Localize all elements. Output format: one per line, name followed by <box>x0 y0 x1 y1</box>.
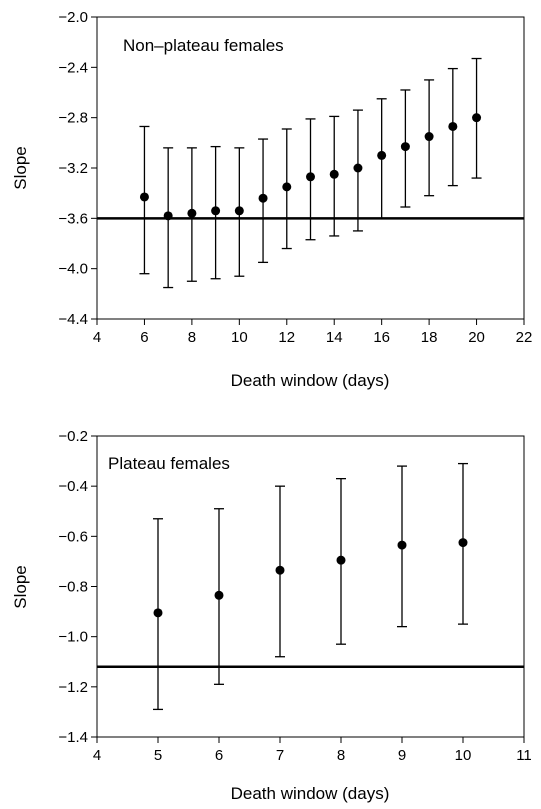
bottom-y-tick-label: −1.0 <box>58 629 88 646</box>
top-data-point <box>377 150 387 160</box>
top-x-tick-label: 12 <box>278 329 295 346</box>
bottom-y-tick-label: −0.8 <box>58 579 88 596</box>
top-data-point <box>306 172 315 182</box>
top-x-tick-label: 10 <box>231 329 248 346</box>
bottom-data-point <box>397 540 407 550</box>
top-y-tick-label: −3.6 <box>58 210 88 227</box>
top-x-tick-label: 8 <box>188 329 196 346</box>
bottom-x-axis-title: Death window (days) <box>231 784 390 803</box>
top-panel: Non–plateau females Slope Death window (… <box>11 9 532 390</box>
top-y-tick-label: −2.0 <box>58 9 88 26</box>
top-data-point <box>448 121 458 131</box>
top-panel-title: Non–plateau females <box>123 36 284 55</box>
bottom-y-tick-label: −0.2 <box>58 428 88 445</box>
top-x-tick-label: 6 <box>140 329 148 346</box>
bottom-plot-frame <box>96 435 525 738</box>
bottom-data-point <box>458 538 468 548</box>
top-y-axis-title: Slope <box>11 146 30 189</box>
top-data-point <box>234 206 244 216</box>
top-x-tick-label: 16 <box>373 329 390 346</box>
bottom-panel-title: Plateau females <box>108 454 230 473</box>
top-data-point <box>282 182 292 192</box>
bottom-data-point <box>153 608 163 618</box>
bottom-data-point <box>275 565 285 575</box>
top-data-point <box>353 163 363 173</box>
bottom-x-tick-label: 9 <box>398 747 406 764</box>
bottom-y-tick-label: −1.2 <box>58 679 88 696</box>
top-data-point <box>258 193 268 203</box>
bottom-x-tick-label: 11 <box>516 747 532 764</box>
bottom-x-tick-label: 10 <box>455 747 472 764</box>
bottom-data-point <box>214 590 224 600</box>
bottom-x-tick-label: 4 <box>93 747 101 764</box>
top-data-point <box>472 113 482 123</box>
bottom-chart-marks: 4 5 6 7 8 9 10 11 −0.2 −0.4 −0.6 −0.8 −1.0 −1.2 −1.4 <box>58 428 531 764</box>
top-data-point <box>211 206 221 216</box>
top-y-tick-label: −2.4 <box>58 59 88 76</box>
top-data-point <box>329 169 339 179</box>
top-data-point <box>424 132 434 142</box>
top-y-tick-label: −2.8 <box>58 110 88 127</box>
top-y-tick-label: −4.4 <box>58 311 88 328</box>
top-x-tick-label: 20 <box>468 329 485 346</box>
bottom-y-tick-label: −0.6 <box>58 528 88 545</box>
top-x-axis-title: Death window (days) <box>231 371 390 390</box>
top-y-tick-label: −3.2 <box>58 160 88 177</box>
top-data-point <box>187 208 197 218</box>
bottom-data-point <box>336 555 346 565</box>
top-data-point <box>139 192 149 202</box>
top-x-tick-label: 18 <box>421 329 438 346</box>
top-data-point <box>400 142 410 152</box>
bottom-x-tick-label: 7 <box>276 747 284 764</box>
bottom-panel: Plateau females Slope Death window (days… <box>11 428 532 803</box>
bottom-x-tick-label: 5 <box>154 747 162 764</box>
top-data-point <box>163 211 173 221</box>
top-x-tick-label: 4 <box>93 329 101 346</box>
top-chart-marks: 4 6 8 10 12 14 16 18 20 22 −2.0 −2.4 −2.8 −3.2 −3.6 −4.… <box>58 9 532 346</box>
bottom-y-tick-label: −0.4 <box>58 478 88 495</box>
bottom-y-tick-label: −1.4 <box>58 729 88 746</box>
bottom-y-axis-title: Slope <box>11 565 30 608</box>
top-x-tick-label: 14 <box>326 329 343 346</box>
bottom-x-tick-label: 8 <box>337 747 345 764</box>
bottom-x-tick-label: 6 <box>215 747 223 764</box>
top-y-tick-label: −4.0 <box>58 261 88 278</box>
top-x-tick-label: 22 <box>516 329 533 346</box>
